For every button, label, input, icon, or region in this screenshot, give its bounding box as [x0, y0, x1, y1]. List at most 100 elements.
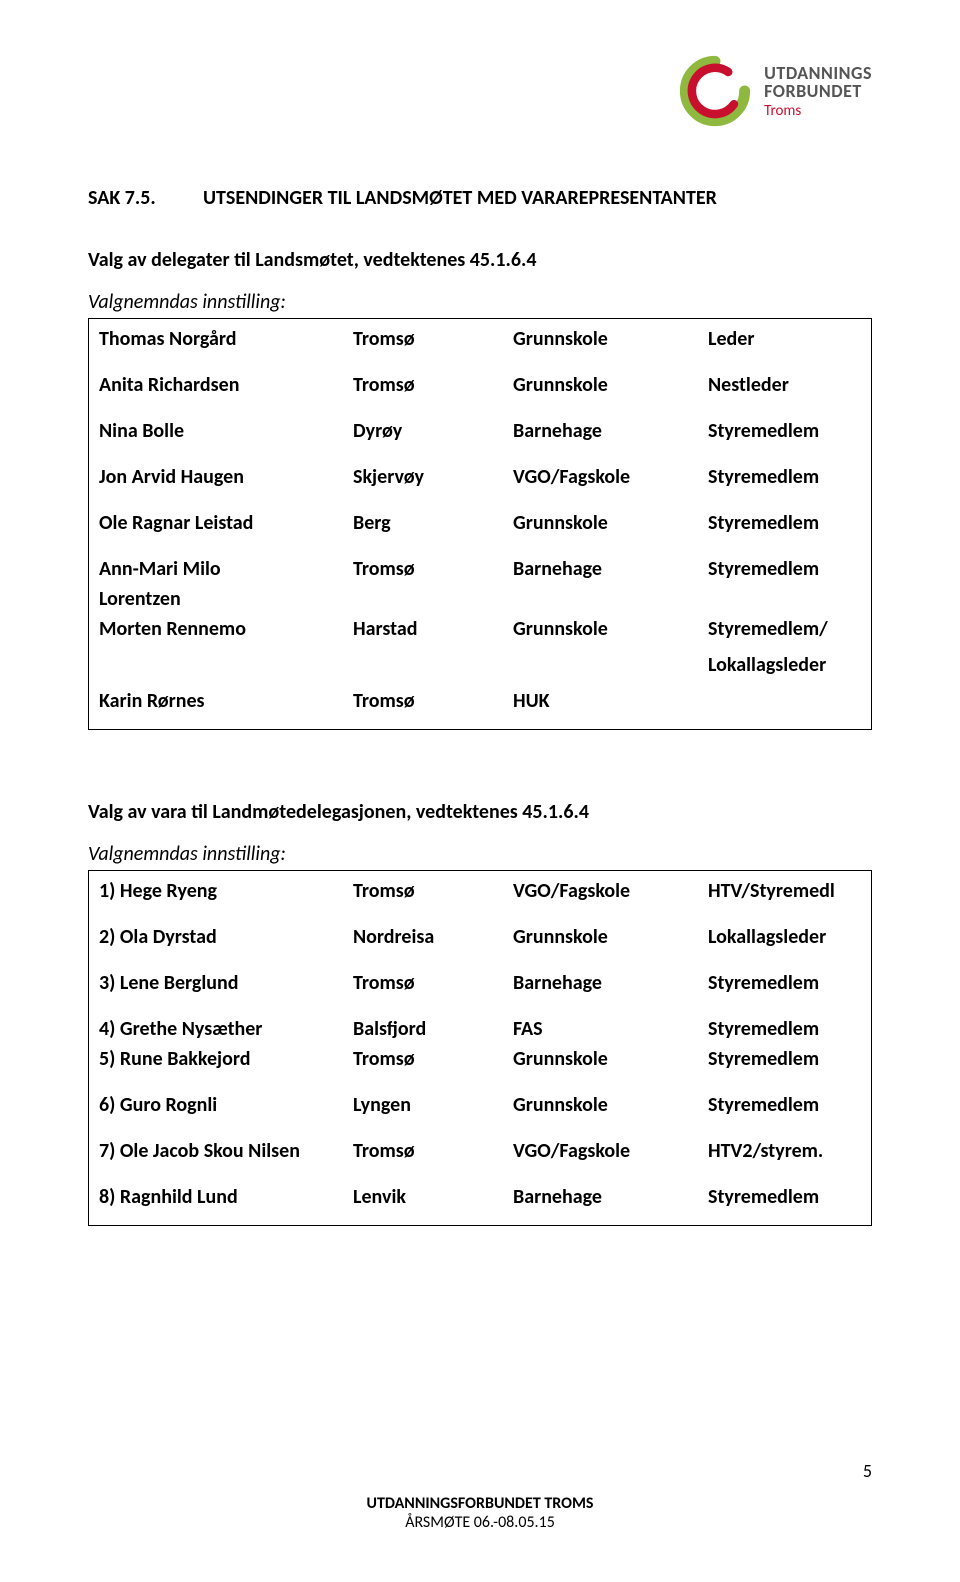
cell-unit: Grunnskole [513, 925, 708, 949]
cell-role: HTV/Styremedl [708, 879, 861, 903]
cell-name: 7) Ole Jacob Skou Nilsen [99, 1139, 353, 1163]
cell-name: Thomas Norgård [99, 327, 353, 351]
delegates-table: Thomas Norgård Tromsø Grunnskole Leder A… [88, 318, 872, 730]
cell-unit: Barnehage [513, 557, 708, 581]
cell-unit: Barnehage [513, 419, 708, 443]
cell-role: Styremedlem [708, 511, 861, 535]
cell-name: 3) Lene Berglund [99, 971, 353, 995]
section2-subhead: Valg av vara til Landmøtedelegasjonen, v… [88, 800, 872, 824]
cell-name: Nina Bolle [99, 419, 353, 443]
table-row: 2) Ola Dyrstad Nordreisa Grunnskole Loka… [99, 919, 861, 955]
cell-role: Styremedlem [708, 1093, 861, 1117]
footer-org: UTDANNINGSFORBUNDET TROMS [0, 1494, 960, 1513]
page-number: 5 [863, 1460, 872, 1482]
cell-name: 4) Grethe Nysæther [99, 1017, 353, 1041]
cell-place: Tromsø [353, 327, 513, 351]
cell-place: Tromsø [353, 557, 513, 581]
table-row: Morten Rennemo Harstad Grunnskole Styrem… [99, 617, 861, 647]
table-row: Thomas Norgård Tromsø Grunnskole Leder [99, 321, 861, 357]
cell-unit: Grunnskole [513, 1093, 708, 1117]
org-logo: UTDANNINGS FORBUNDET Troms [676, 52, 872, 130]
section1-intro: Valgnemndas innstilling: [88, 290, 872, 314]
sak-number: SAK 7.5. [88, 186, 203, 210]
table-row: Ole Ragnar Leistad Berg Grunnskole Styre… [99, 505, 861, 541]
cell-place: Lyngen [353, 1093, 513, 1117]
cell-unit: FAS [513, 1017, 708, 1041]
cell-name: Ole Ragnar Leistad [99, 511, 353, 535]
vara-table: 1) Hege Ryeng Tromsø VGO/Fagskole HTV/St… [88, 870, 872, 1226]
cell-role: Lokallagsleder [708, 925, 861, 949]
table-row: 7) Ole Jacob Skou Nilsen Tromsø VGO/Fags… [99, 1133, 861, 1169]
cell-place: Berg [353, 511, 513, 535]
cell-unit: Grunnskole [513, 373, 708, 397]
cell-role: Styremedlem [708, 419, 861, 443]
cell-unit: VGO/Fagskole [513, 879, 708, 903]
cell-unit: VGO/Fagskole [513, 465, 708, 489]
cell-name: 6) Guro Rognli [99, 1093, 353, 1117]
section1-subhead: Valg av delegater til Landsmøtet, vedtek… [88, 248, 872, 272]
cell-unit: HUK [513, 689, 708, 713]
table-row: 3) Lene Berglund Tromsø Barnehage Styrem… [99, 965, 861, 1001]
cell-role: Styremedlem [708, 465, 861, 489]
cell-name: Jon Arvid Haugen [99, 465, 353, 489]
cell-role: Styremedlem/ [708, 617, 861, 641]
cell-role: Styremedlem [708, 1017, 861, 1041]
table-row: Anita Richardsen Tromsø Grunnskole Nestl… [99, 367, 861, 403]
cell-place: Tromsø [353, 689, 513, 713]
cell-role: Styremedlem [708, 1047, 861, 1071]
cell-place: Balsfjord [353, 1017, 513, 1041]
cell-unit: Grunnskole [513, 1047, 708, 1071]
table-row: 1) Hege Ryeng Tromsø VGO/Fagskole HTV/St… [99, 873, 861, 909]
footer-meeting: ÅRSMØTE 06.-08.05.15 [0, 1513, 960, 1532]
cell-role: Styremedlem [708, 971, 861, 995]
logo-text-sub: Troms [764, 104, 872, 119]
cell-place: Lenvik [353, 1185, 513, 1209]
cell-place: Nordreisa [353, 925, 513, 949]
cell-place: Skjervøy [353, 465, 513, 489]
logo-text-line2: FORBUNDET [764, 82, 872, 100]
cell-place: Dyrøy [353, 419, 513, 443]
cell-unit: Grunnskole [513, 617, 708, 641]
table-row: Karin Rørnes Tromsø HUK [99, 683, 861, 719]
cell-place: Tromsø [353, 373, 513, 397]
cell-role: Leder [708, 327, 861, 351]
cell-place: Tromsø [353, 971, 513, 995]
table-row: 8) Ragnhild Lund Lenvik Barnehage Styrem… [99, 1179, 861, 1215]
table-row: 4) Grethe Nysæther Balsfjord FAS Styreme… [99, 1011, 861, 1047]
cell-name: 5) Rune Bakkejord [99, 1047, 353, 1071]
cell-unit: Grunnskole [513, 327, 708, 351]
page-footer: UTDANNINGSFORBUNDET TROMS ÅRSMØTE 06.-08… [0, 1494, 960, 1532]
cell-place: Harstad [353, 617, 513, 641]
cell-name: 8) Ragnhild Lund [99, 1185, 353, 1209]
table-row: Jon Arvid Haugen Skjervøy VGO/Fagskole S… [99, 459, 861, 495]
cell-role: Nestleder [708, 373, 861, 397]
cell-name: 2) Ola Dyrstad [99, 925, 353, 949]
cell-unit: Barnehage [513, 1185, 708, 1209]
lokallagsleder-line: Lokallagsleder [99, 647, 861, 683]
cell-name: Lorentzen [99, 587, 353, 611]
cell-name: Anita Richardsen [99, 373, 353, 397]
cell-place: Tromsø [353, 1139, 513, 1163]
table-row: Nina Bolle Dyrøy Barnehage Styremedlem [99, 413, 861, 449]
table-row: 5) Rune Bakkejord Tromsø Grunnskole Styr… [99, 1047, 861, 1077]
cell-name: Karin Rørnes [99, 689, 353, 713]
cell-unit: Grunnskole [513, 511, 708, 535]
cell-name: Morten Rennemo [99, 617, 353, 641]
table-row: 6) Guro Rognli Lyngen Grunnskole Styreme… [99, 1087, 861, 1123]
document-header: SAK 7.5. UTSENDINGER TIL LANDSMØTET MED … [88, 186, 872, 210]
cell-name: Ann-Mari Milo [99, 557, 353, 581]
cell-place: Tromsø [353, 1047, 513, 1071]
cell-role [708, 689, 861, 713]
logo-ring-icon [676, 52, 754, 130]
cell-unit: VGO/Fagskole [513, 1139, 708, 1163]
cell-place: Tromsø [353, 879, 513, 903]
cell-unit: Barnehage [513, 971, 708, 995]
logo-text-line1: UTDANNINGS [764, 64, 872, 82]
sak-title: UTSENDINGER TIL LANDSMØTET MED VARAREPRE… [203, 186, 717, 210]
cell-role: HTV2/styrem. [708, 1139, 861, 1163]
cell-name: 1) Hege Ryeng [99, 879, 353, 903]
cell-role: Styremedlem [708, 557, 861, 581]
table-row: Lorentzen [99, 587, 861, 617]
section2-intro: Valgnemndas innstilling: [88, 842, 872, 866]
table-row: Ann-Mari Milo Tromsø Barnehage Styremedl… [99, 551, 861, 587]
